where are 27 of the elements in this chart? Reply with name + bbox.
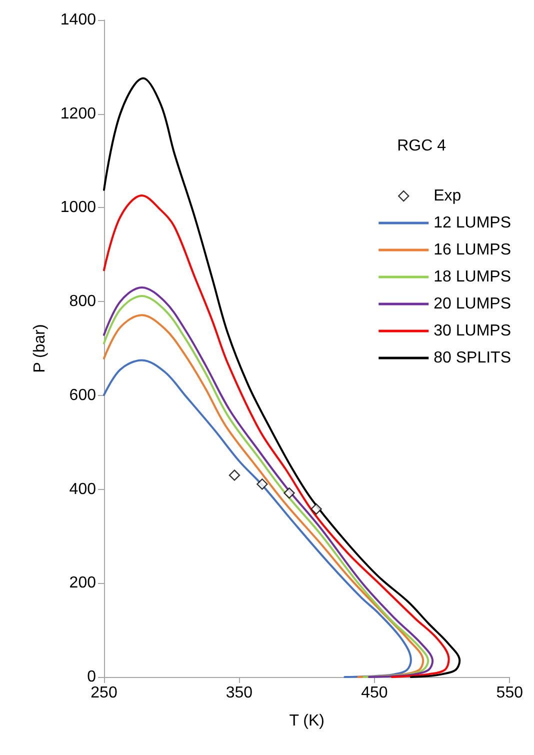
legend-label: 80 SPLITS	[434, 350, 511, 366]
y-tick-label: 1200	[60, 105, 96, 122]
legend-label: 16 LUMPS	[434, 242, 511, 258]
x-axis-title: T (K)	[289, 712, 324, 730]
legend-title: RGC 4	[397, 138, 446, 154]
legend-label: 30 LUMPS	[434, 322, 511, 340]
y-tick-label: 400	[69, 480, 96, 498]
y-tick-label: 1000	[60, 199, 96, 216]
x-tick-label: 250	[90, 684, 118, 702]
legend-label: Exp	[434, 188, 462, 204]
legend-label: 18 LUMPS	[434, 268, 511, 286]
x-tick-label: 450	[361, 684, 388, 702]
y-tick-label: 0	[87, 668, 96, 686]
x-tick-label: 350	[226, 684, 253, 702]
point	[310, 503, 322, 515]
legend-label: 20 LUMPS	[434, 296, 511, 312]
x-tick-label: 550	[496, 684, 524, 702]
y-tick-label: 800	[69, 293, 96, 310]
y-tick-label: 1400	[60, 12, 96, 28]
point	[256, 478, 268, 490]
line-series	[103, 359, 412, 678]
point	[228, 470, 240, 481]
y-axis-title: P (bar)	[32, 324, 48, 373]
y-tick-label: 600	[69, 386, 96, 404]
y-tick-label: 200	[69, 574, 96, 592]
legend-label: 12 LUMPS	[434, 214, 511, 232]
point	[284, 487, 295, 499]
